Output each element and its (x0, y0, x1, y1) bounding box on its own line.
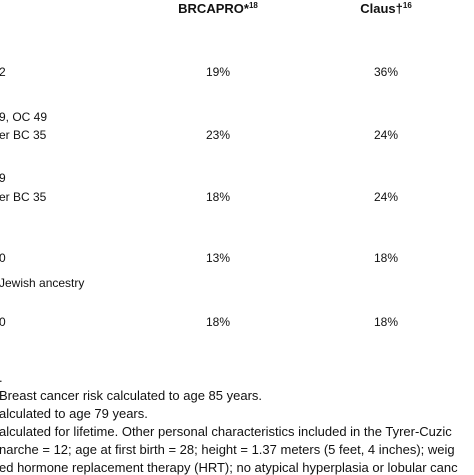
header-ref: 16 (402, 1, 412, 10)
footnote: narche = 12; age at first birth = 28; he… (0, 442, 455, 457)
column-header: BRCAPRO*18 (178, 1, 258, 16)
cell-value: 18% (373, 251, 399, 265)
row-label: Jewish ancestry (0, 276, 85, 290)
cell-value: 23% (205, 128, 231, 142)
footnote: alculated to age 79 years. (0, 406, 148, 421)
footnote: . (0, 371, 3, 384)
footnote: ed hormone replacement therapy (HRT); no… (0, 460, 458, 475)
header-ref: 18 (248, 1, 258, 10)
cell-value: 24% (373, 190, 399, 204)
cell-value: 18% (205, 190, 231, 204)
cell-value: 19% (205, 65, 231, 79)
row-label: er BC 35 (0, 128, 47, 142)
row-label: 9 (0, 171, 6, 185)
header-text: BRCAPRO* (178, 1, 249, 16)
cell-value: 18% (205, 315, 231, 329)
cell-value: 24% (373, 128, 399, 142)
row-label: 0 (0, 251, 6, 265)
cell-value: 13% (205, 251, 231, 265)
cell-value: 18% (373, 315, 399, 329)
footnote: alculated for lifetime. Other personal c… (0, 424, 452, 439)
column-header: Claus†16 (360, 1, 412, 16)
row-label: er BC 35 (0, 190, 47, 204)
row-label: 9, OC 49 (0, 110, 48, 124)
header-text: Claus† (360, 1, 403, 16)
cell-value: 36% (373, 65, 399, 79)
footnote: Breast cancer risk calculated to age 85 … (0, 388, 263, 403)
row-label: 0 (0, 315, 6, 329)
row-label: 2 (0, 65, 6, 79)
